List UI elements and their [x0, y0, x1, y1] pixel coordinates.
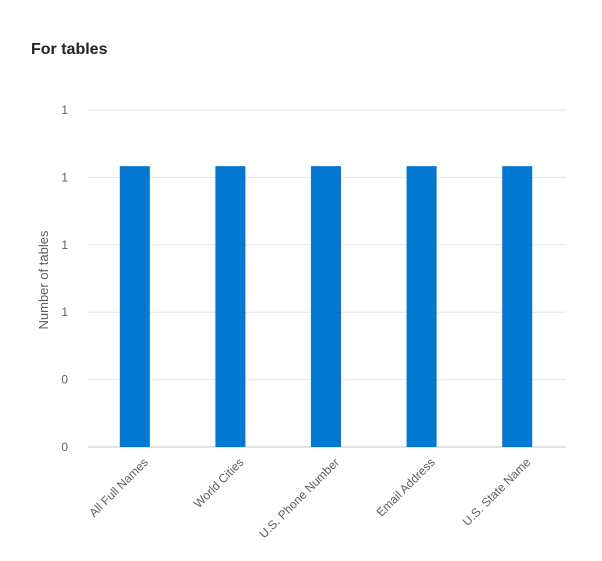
x-tick-label: All Full Names [86, 455, 151, 520]
y-axis-ticks: 0 0 1 1 1 1 [61, 103, 68, 454]
y-tick-label: 0 [61, 440, 68, 454]
x-tick-label: World Cities [191, 455, 246, 510]
bar[interactable] [406, 166, 437, 447]
bar[interactable] [215, 166, 246, 447]
x-tick-label: U.S. Phone Number [256, 455, 342, 541]
y-tick-label: 1 [61, 170, 68, 184]
bar[interactable] [311, 166, 341, 447]
y-tick-label: 1 [61, 305, 68, 319]
y-axis-title: Number of tables [36, 230, 51, 329]
bar[interactable] [119, 166, 150, 447]
bars [119, 166, 533, 447]
chart-title: For tables [31, 41, 108, 58]
y-tick-label: 0 [61, 373, 68, 387]
x-tick-label: U.S. State Name [460, 455, 534, 529]
x-axis-ticks: All Full Names World Cities U.S. Phone Num… [86, 455, 533, 541]
y-tick-label: 1 [61, 238, 68, 252]
y-tick-label: 1 [61, 103, 68, 117]
x-tick-label: Email Address [374, 455, 438, 519]
bar[interactable] [502, 166, 533, 447]
